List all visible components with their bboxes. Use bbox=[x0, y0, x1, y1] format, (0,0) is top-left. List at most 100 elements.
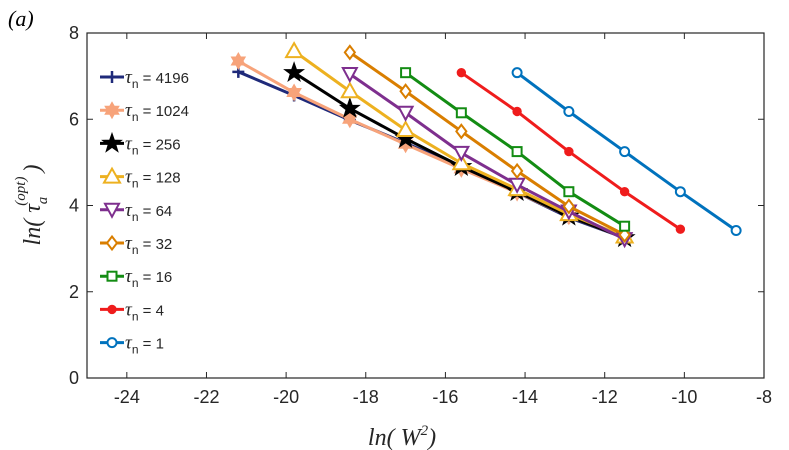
data-point-shape bbox=[284, 41, 304, 59]
data-point-shape bbox=[619, 220, 631, 232]
data-point-shape bbox=[510, 162, 524, 180]
legend-label-value: = 4 bbox=[139, 302, 164, 319]
data-point-shape bbox=[563, 105, 575, 117]
data-point bbox=[230, 52, 247, 71]
series-8 bbox=[511, 67, 742, 237]
data-point bbox=[343, 44, 357, 61]
legend-item-1: τn = 1024 bbox=[100, 100, 189, 124]
legend-label-subscript: n bbox=[132, 309, 139, 323]
legend-label-tau: τ bbox=[125, 333, 133, 354]
legend-marker bbox=[106, 337, 118, 349]
y-axis-title: ln( τa (opt)) bbox=[13, 165, 51, 246]
legend-label-tau: τ bbox=[125, 167, 133, 188]
x-tick-label: -24 bbox=[114, 387, 140, 407]
legend-label: τn = 16 bbox=[125, 266, 172, 290]
series-line bbox=[348, 51, 626, 237]
legend-label-value: = 128 bbox=[139, 170, 181, 187]
legend-marker-shape bbox=[106, 71, 118, 83]
data-point bbox=[455, 107, 467, 119]
panel-label: (a) bbox=[8, 6, 34, 31]
data-point-shape bbox=[342, 110, 358, 129]
legend-label-tau: τ bbox=[125, 133, 133, 154]
data-point bbox=[675, 224, 686, 234]
data-point-shape bbox=[512, 106, 522, 117]
y-axis-title-superscript: (opt) bbox=[13, 177, 29, 206]
legend-item-8: τn = 1 bbox=[100, 333, 164, 357]
data-point bbox=[619, 187, 630, 197]
data-point-shape bbox=[340, 81, 360, 99]
legend-label: τn = 4 bbox=[125, 299, 164, 323]
data-point-shape bbox=[563, 186, 575, 198]
y-tick-label: 6 bbox=[69, 109, 79, 129]
data-point bbox=[342, 110, 358, 129]
legend-marker-shape bbox=[106, 270, 118, 282]
legend-item-0: τn = 4196 bbox=[100, 67, 189, 91]
legend-label-value: = 256 bbox=[139, 136, 181, 153]
legend-label-tau: τ bbox=[125, 299, 133, 320]
y-axis-title-close: ) bbox=[20, 165, 46, 175]
data-point-shape bbox=[675, 224, 686, 234]
data-point bbox=[511, 146, 523, 158]
data-point-shape bbox=[455, 123, 468, 140]
series-layer bbox=[230, 41, 742, 249]
legend-marker-shape bbox=[107, 304, 117, 315]
data-point-shape bbox=[286, 83, 302, 102]
data-point-shape bbox=[455, 107, 467, 119]
legend-item-4: τn = 64 bbox=[100, 200, 172, 224]
legend-marker-shape bbox=[106, 337, 118, 349]
series-line bbox=[348, 72, 626, 241]
x-axis-title-superscript: 2 bbox=[421, 423, 429, 439]
legend-label-tau: τ bbox=[125, 266, 133, 287]
legend-label-subscript: n bbox=[132, 210, 139, 224]
data-point bbox=[395, 120, 416, 138]
data-point bbox=[286, 83, 302, 102]
data-point bbox=[399, 83, 412, 100]
legend-marker bbox=[106, 71, 118, 83]
legend-label-value: = 1024 bbox=[139, 103, 189, 120]
legend-label-tau: τ bbox=[125, 67, 133, 88]
x-tick-label: -12 bbox=[592, 387, 618, 407]
x-tick-label: -10 bbox=[671, 387, 697, 407]
legend-label-tau: τ bbox=[125, 200, 133, 221]
legend-label-value: = 16 bbox=[139, 269, 173, 286]
legend-label-value: = 64 bbox=[139, 203, 173, 220]
data-point bbox=[619, 220, 631, 232]
x-tick-label: -14 bbox=[512, 387, 538, 407]
data-point-shape bbox=[338, 96, 361, 118]
x-axis-title-main: ln( W bbox=[368, 425, 423, 450]
legend-item-2: τn = 256 bbox=[100, 131, 181, 157]
legend-label: τn = 128 bbox=[125, 167, 181, 191]
x-axis-title-close: ) bbox=[426, 425, 436, 450]
legend-marker bbox=[103, 202, 121, 219]
legend-label: τn = 256 bbox=[125, 133, 181, 157]
legend-label-subscript: n bbox=[132, 143, 139, 157]
data-point-shape bbox=[619, 187, 630, 197]
data-point bbox=[456, 67, 467, 78]
data-point bbox=[511, 67, 523, 79]
legend-marker bbox=[104, 101, 120, 120]
data-point-shape bbox=[674, 186, 686, 198]
y-tick-label: 2 bbox=[69, 282, 79, 302]
data-point bbox=[674, 186, 686, 198]
legend-item-3: τn = 128 bbox=[100, 166, 181, 191]
data-point-shape bbox=[400, 67, 412, 79]
data-point bbox=[562, 198, 576, 215]
legend-label-subscript: n bbox=[132, 110, 139, 124]
legend-marker bbox=[101, 131, 123, 153]
x-tick-label: -8 bbox=[756, 387, 772, 407]
data-point-shape bbox=[452, 145, 471, 162]
data-point-shape bbox=[730, 225, 742, 237]
data-point-shape bbox=[619, 146, 631, 158]
data-point bbox=[397, 135, 414, 154]
legend-label-subscript: n bbox=[132, 243, 139, 257]
y-tick-label: 4 bbox=[69, 196, 79, 216]
legend-label-tau: τ bbox=[125, 233, 133, 254]
legend-label-value: = 32 bbox=[139, 236, 173, 253]
legend-item-5: τn = 32 bbox=[100, 233, 172, 257]
legend-marker bbox=[106, 270, 118, 282]
data-point-shape bbox=[283, 61, 306, 83]
data-point bbox=[563, 186, 575, 198]
legend-label: τn = 32 bbox=[125, 233, 172, 257]
y-axis-title-main: ln( τ bbox=[20, 203, 46, 246]
